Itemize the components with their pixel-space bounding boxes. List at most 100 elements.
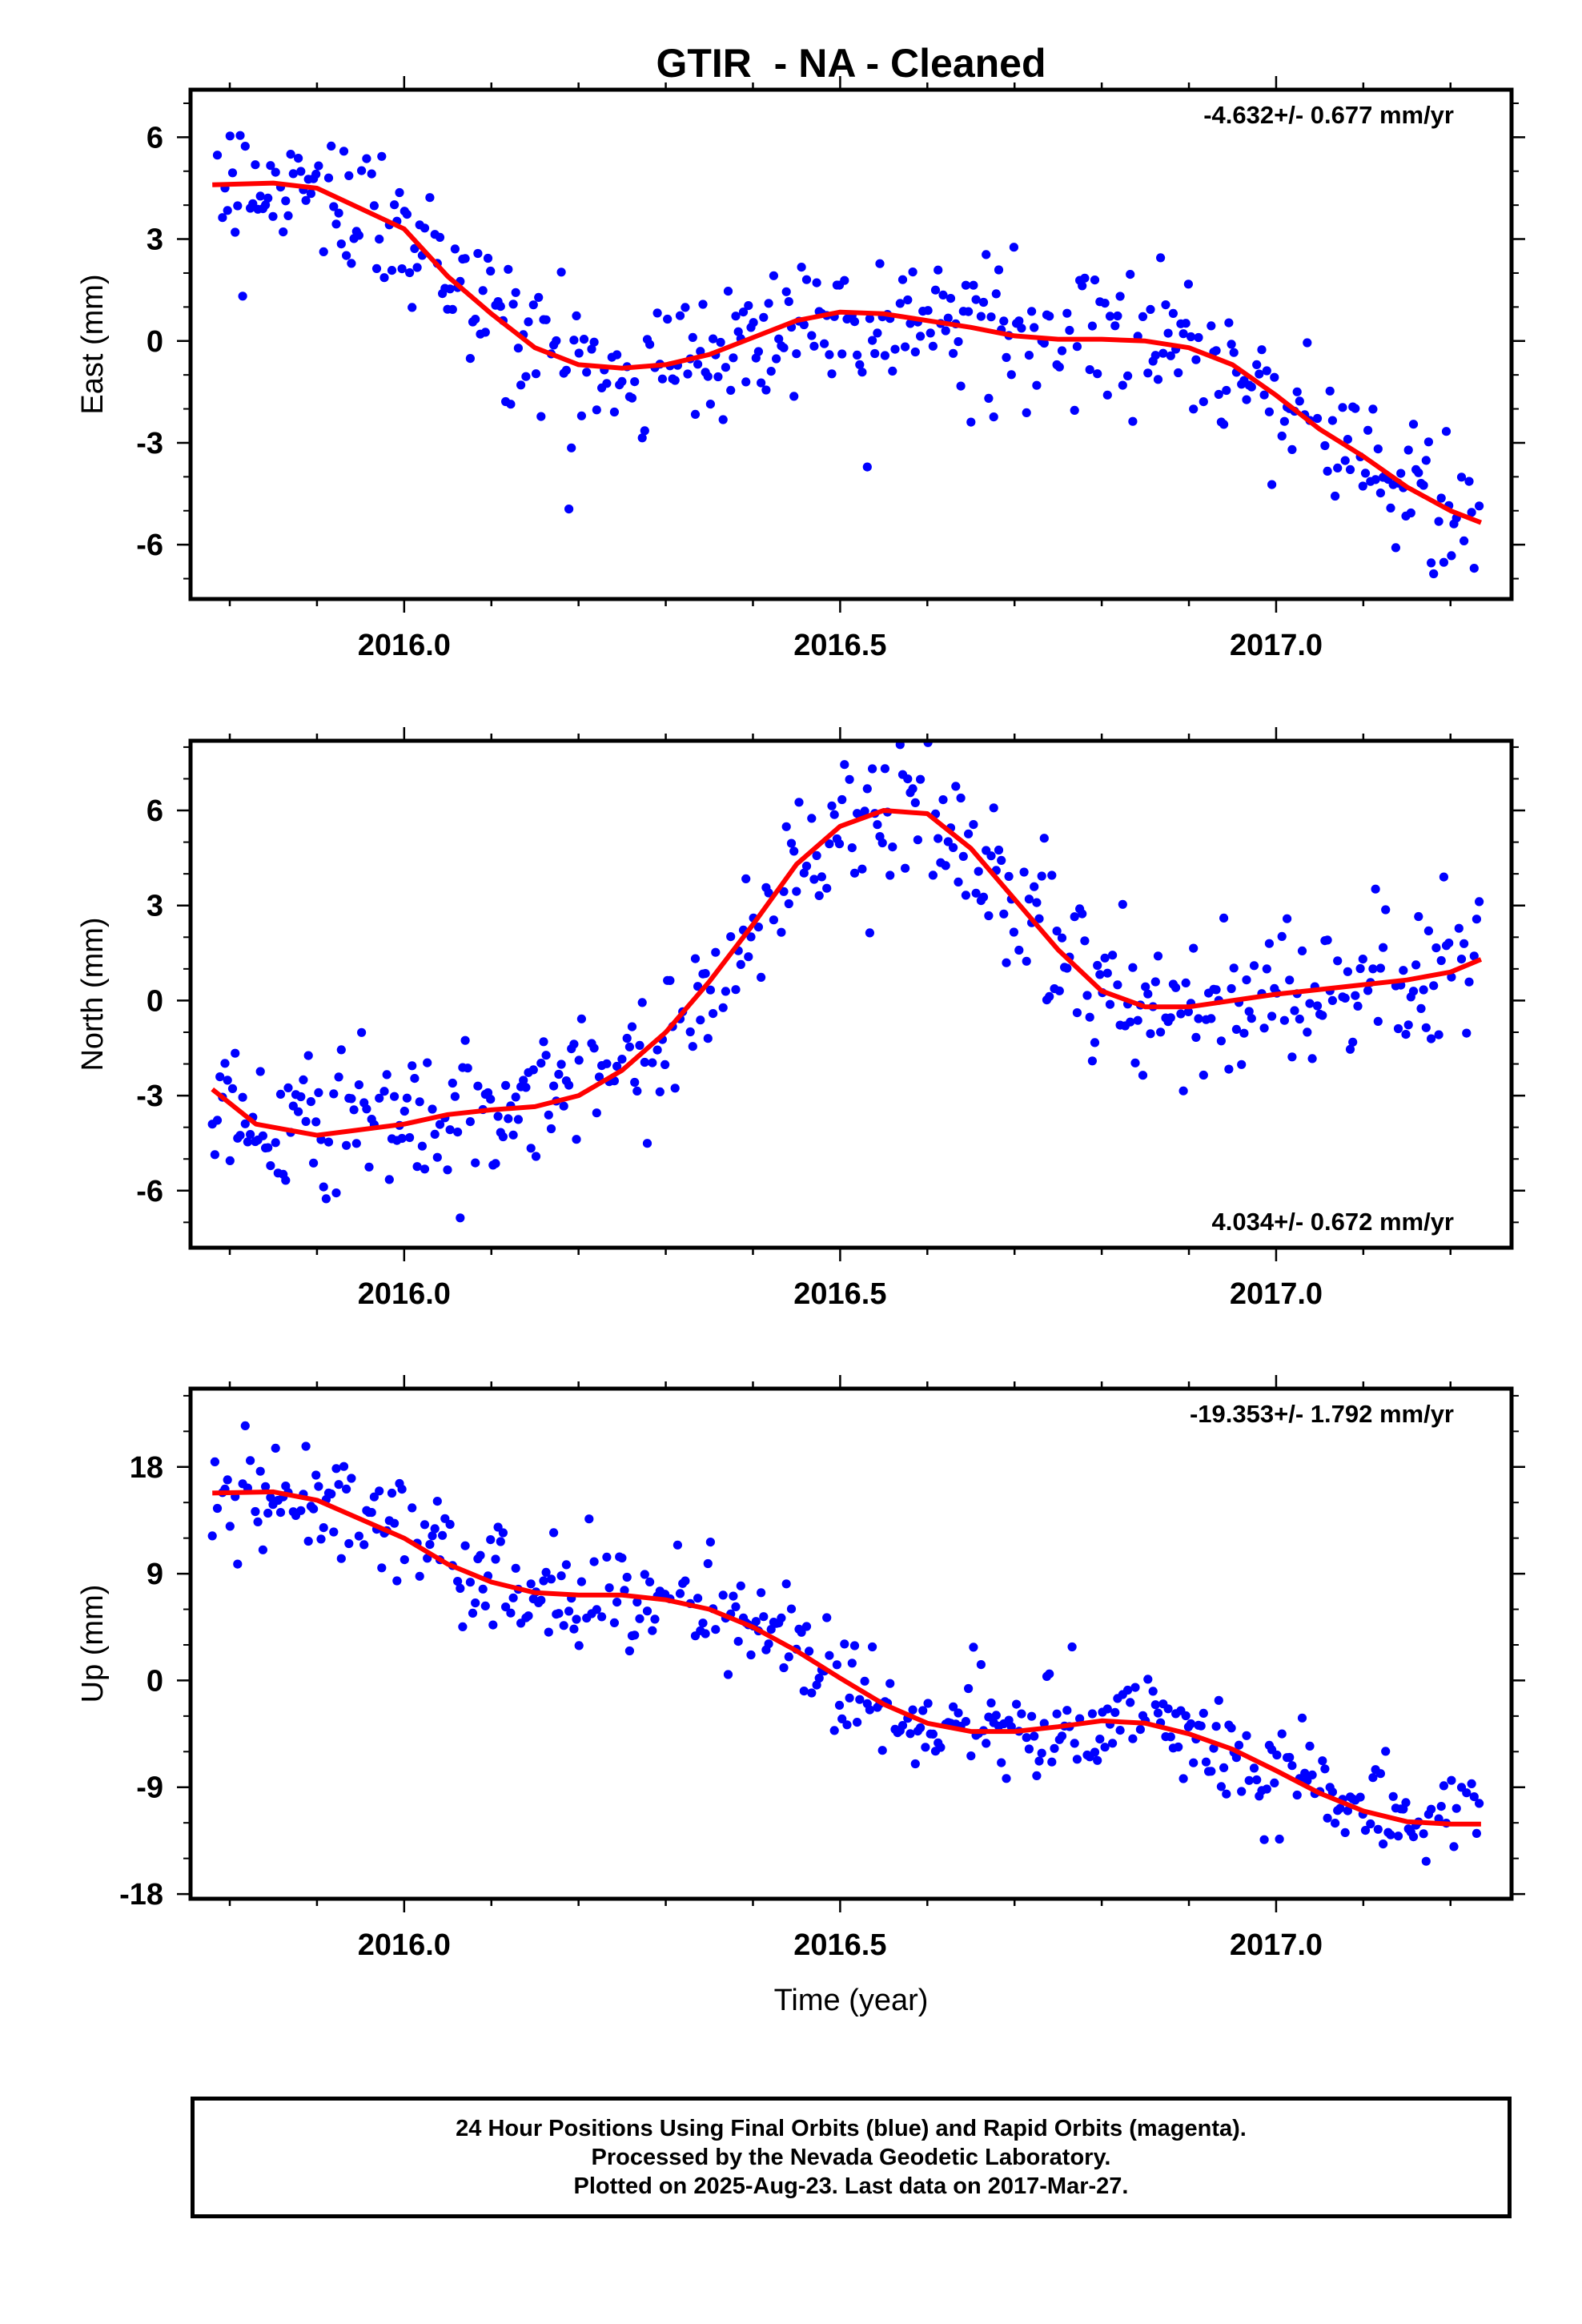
data-point xyxy=(1423,926,1433,935)
data-point xyxy=(561,365,572,375)
data-point xyxy=(1087,1056,1097,1066)
y-tick-label: 0 xyxy=(147,1664,163,1698)
data-point xyxy=(1126,1017,1135,1027)
data-point xyxy=(604,1583,614,1593)
data-point xyxy=(921,1743,930,1752)
data-point xyxy=(334,208,343,218)
data-point xyxy=(609,407,620,417)
data-point xyxy=(903,774,913,784)
data-point xyxy=(536,1059,546,1068)
data-points xyxy=(207,741,1484,1223)
data-point xyxy=(1100,299,1110,308)
data-point xyxy=(934,834,943,843)
data-point xyxy=(513,1115,524,1124)
data-point xyxy=(1403,445,1413,455)
data-point xyxy=(1252,1775,1262,1785)
data-point xyxy=(632,1086,642,1096)
data-point xyxy=(1143,1675,1153,1684)
data-point xyxy=(1467,508,1476,517)
data-point xyxy=(784,899,793,909)
data-point xyxy=(986,1698,996,1708)
data-point xyxy=(673,1540,683,1550)
data-point xyxy=(504,1114,513,1124)
data-point xyxy=(602,1552,612,1562)
data-point xyxy=(1174,1742,1183,1752)
data-point xyxy=(807,331,817,340)
data-point xyxy=(271,167,280,177)
data-point xyxy=(319,1523,328,1533)
data-point xyxy=(251,1506,260,1517)
data-point xyxy=(814,1673,824,1683)
data-point xyxy=(1189,1758,1199,1767)
data-point xyxy=(969,280,978,290)
data-point xyxy=(524,317,533,327)
data-point xyxy=(556,1059,566,1069)
data-point xyxy=(266,1493,275,1502)
data-point xyxy=(1333,463,1343,473)
data-point xyxy=(589,337,599,347)
data-point xyxy=(261,1482,271,1491)
data-point xyxy=(1421,456,1431,465)
data-point xyxy=(617,376,627,386)
data-point xyxy=(709,334,718,344)
data-point xyxy=(1283,914,1292,923)
data-point xyxy=(986,312,996,322)
data-point xyxy=(240,142,250,151)
data-point xyxy=(1348,1037,1358,1047)
data-point xyxy=(1381,1747,1391,1756)
data-point xyxy=(1211,1722,1221,1731)
data-point xyxy=(390,200,400,210)
data-point xyxy=(1014,316,1024,326)
data-point xyxy=(450,1092,460,1101)
data-point xyxy=(849,317,860,327)
data-point xyxy=(718,1003,728,1012)
data-point xyxy=(1143,989,1153,999)
data-point xyxy=(382,1070,391,1080)
data-point xyxy=(779,1663,789,1673)
data-point xyxy=(258,1131,267,1140)
data-point xyxy=(456,1213,465,1223)
data-point xyxy=(1006,370,1016,380)
data-point xyxy=(375,235,384,244)
data-point xyxy=(688,1042,697,1051)
data-point xyxy=(997,855,1006,865)
data-point xyxy=(873,820,882,830)
data-point xyxy=(1368,404,1378,414)
data-point xyxy=(311,1117,321,1127)
data-point xyxy=(1467,1779,1476,1788)
data-point xyxy=(1017,1709,1026,1719)
data-point xyxy=(329,202,339,211)
data-point xyxy=(705,1538,716,1547)
data-point xyxy=(840,760,849,770)
data-point xyxy=(726,385,736,395)
data-point xyxy=(1150,1700,1160,1710)
data-point xyxy=(334,1072,343,1082)
data-point xyxy=(1207,1767,1216,1776)
data-point xyxy=(501,1080,511,1090)
data-point xyxy=(301,1116,311,1126)
data-point xyxy=(1052,1709,1062,1719)
data-point xyxy=(1093,1755,1102,1765)
data-point xyxy=(420,223,430,233)
data-point xyxy=(1219,420,1229,429)
data-point xyxy=(1054,986,1064,995)
data-point xyxy=(777,1613,786,1622)
data-point xyxy=(817,872,826,882)
data-point xyxy=(1009,927,1018,937)
data-point xyxy=(837,794,847,805)
data-point xyxy=(612,350,622,360)
data-point xyxy=(1325,386,1335,396)
data-point xyxy=(387,266,397,275)
data-point xyxy=(609,1618,620,1627)
data-point xyxy=(1009,243,1018,252)
data-point xyxy=(212,1116,223,1125)
data-point xyxy=(637,433,647,443)
data-point xyxy=(1343,435,1352,444)
data-point xyxy=(220,1059,230,1068)
data-point xyxy=(1462,1028,1472,1038)
data-point xyxy=(504,264,513,274)
data-point xyxy=(309,1158,319,1168)
data-point xyxy=(544,1627,553,1637)
data-point xyxy=(746,1650,756,1660)
data-point xyxy=(498,1132,508,1142)
